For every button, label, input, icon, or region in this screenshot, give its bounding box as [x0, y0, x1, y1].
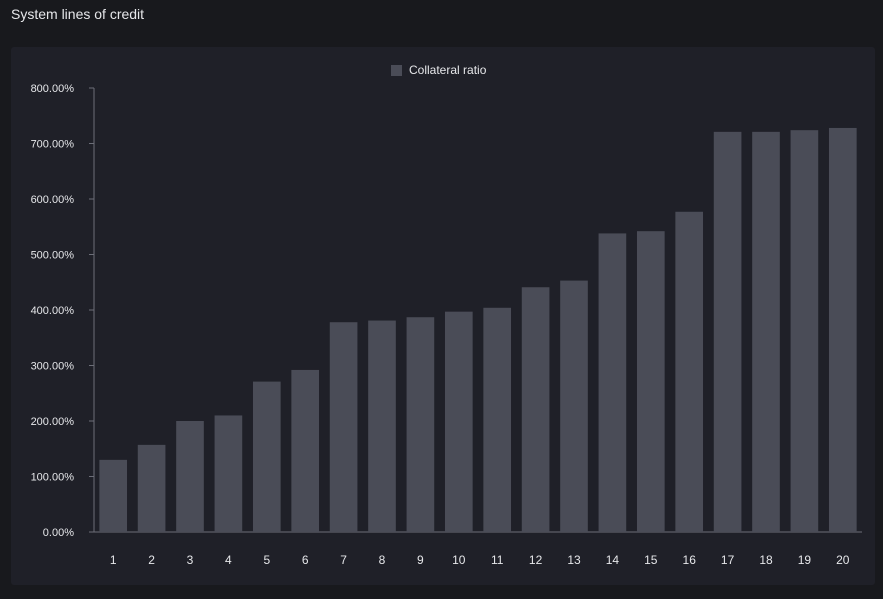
y-tick-label: 700.00% — [31, 139, 75, 151]
bar[interactable] — [214, 415, 243, 532]
chart-panel: Collateral ratio 0.00% 100.00% 200.00% 300.… — [11, 47, 875, 585]
y-tick-label: 600.00% — [31, 194, 75, 206]
bar-chart: Collateral ratio 0.00% 100.00% 200.00% 300.… — [31, 63, 862, 567]
bar[interactable] — [598, 233, 627, 532]
x-tick-label: 6 — [302, 553, 309, 567]
bar[interactable] — [406, 317, 435, 532]
y-tick-label: 100.00% — [31, 472, 75, 484]
x-tick-label: 16 — [683, 553, 697, 567]
x-tick-label: 13 — [567, 553, 581, 567]
x-tick-label: 15 — [644, 553, 658, 567]
bar[interactable] — [368, 320, 396, 532]
legend-label: Collateral ratio — [409, 63, 487, 77]
bar[interactable] — [790, 130, 819, 532]
x-tick-label: 5 — [263, 553, 270, 567]
bar[interactable] — [99, 459, 128, 532]
page-title: System lines of credit — [11, 6, 145, 22]
x-tick-label: 4 — [225, 553, 232, 567]
bar[interactable] — [252, 381, 281, 532]
x-tick-label: 12 — [529, 553, 543, 567]
x-tick-label: 10 — [452, 553, 466, 567]
x-tick-label: 17 — [721, 553, 735, 567]
bar[interactable] — [521, 287, 550, 532]
x-tick-label: 2 — [148, 553, 155, 567]
bar[interactable] — [444, 311, 473, 532]
bar[interactable] — [560, 280, 588, 532]
bar[interactable] — [752, 131, 780, 532]
x-tick-label: 14 — [606, 553, 620, 567]
x-tick-label: 19 — [798, 553, 812, 567]
y-axis: 0.00% 100.00% 200.00% 300.00% 400.00% 500.00%… — [31, 83, 95, 539]
bar[interactable] — [176, 421, 204, 532]
x-tick-label: 18 — [759, 553, 773, 567]
x-tick-label: 8 — [379, 553, 386, 567]
bar[interactable] — [483, 307, 512, 532]
bar[interactable] — [675, 211, 704, 532]
y-tick-label: 300.00% — [31, 361, 75, 373]
y-tick-label: 800.00% — [31, 83, 75, 95]
bar[interactable] — [636, 231, 665, 532]
bar[interactable] — [291, 369, 320, 532]
x-tick-label: 11 — [491, 553, 504, 567]
x-axis: 1 2 3 4 5 6 7 8 9 10 11 12 13 14 15 16 17 18 19 20 — [94, 531, 862, 567]
bar[interactable] — [329, 322, 358, 532]
bar[interactable] — [137, 444, 166, 532]
x-tick-label: 3 — [187, 553, 194, 567]
bar[interactable] — [828, 127, 857, 533]
bar[interactable] — [713, 131, 742, 532]
x-tick-label: 20 — [836, 553, 850, 567]
bars — [99, 127, 857, 533]
x-tick-label: 1 — [110, 553, 117, 567]
x-tick-label: 7 — [340, 553, 347, 567]
chart-legend[interactable]: Collateral ratio — [391, 63, 487, 77]
y-tick-label: 200.00% — [31, 416, 75, 428]
y-tick-label: 500.00% — [31, 250, 75, 262]
y-tick-label: 400.00% — [31, 305, 75, 317]
legend-swatch — [391, 65, 402, 76]
y-tick-label: 0.00% — [43, 527, 74, 539]
x-tick-label: 9 — [417, 553, 424, 567]
